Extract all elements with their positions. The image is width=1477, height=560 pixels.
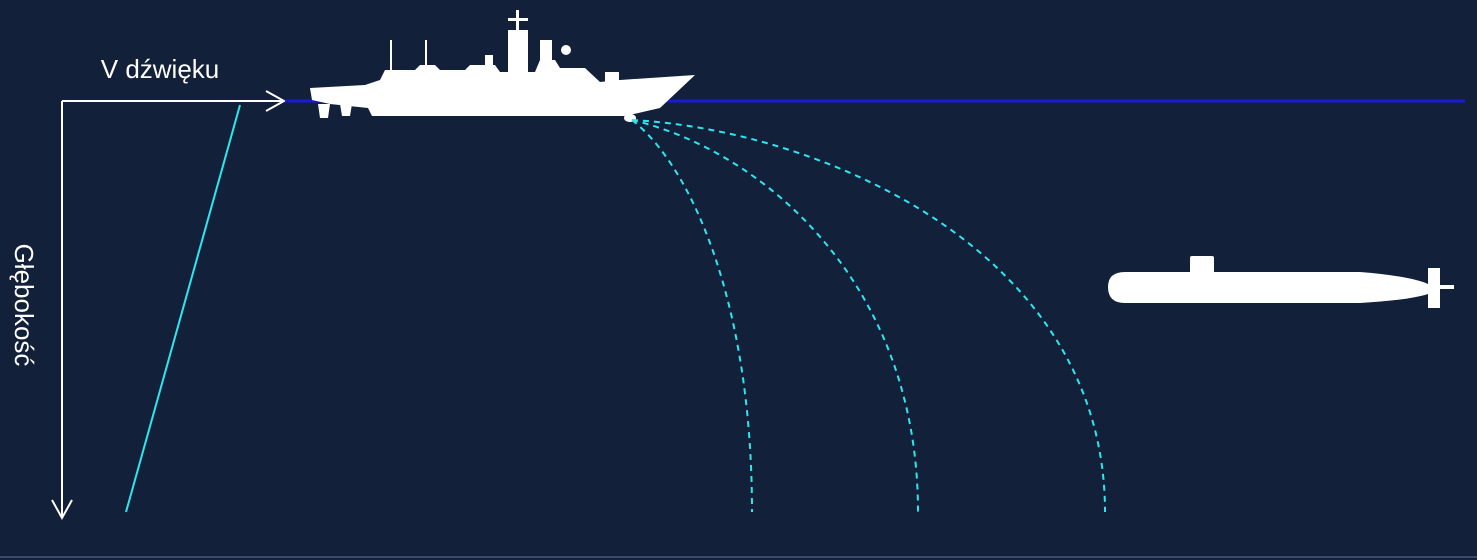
ship (310, 10, 695, 122)
x-arrow (265, 90, 287, 112)
submarine (1108, 256, 1454, 308)
sonar-wave (631, 119, 919, 513)
speed-profile (125, 104, 241, 513)
sonar-wave (631, 119, 753, 513)
axes (51, 90, 287, 521)
y-arrow (51, 499, 73, 521)
x-axis-label: V dźwięku (101, 54, 220, 84)
y-axis-label: Głębokość (9, 244, 39, 367)
sonar-waves (631, 119, 1106, 513)
